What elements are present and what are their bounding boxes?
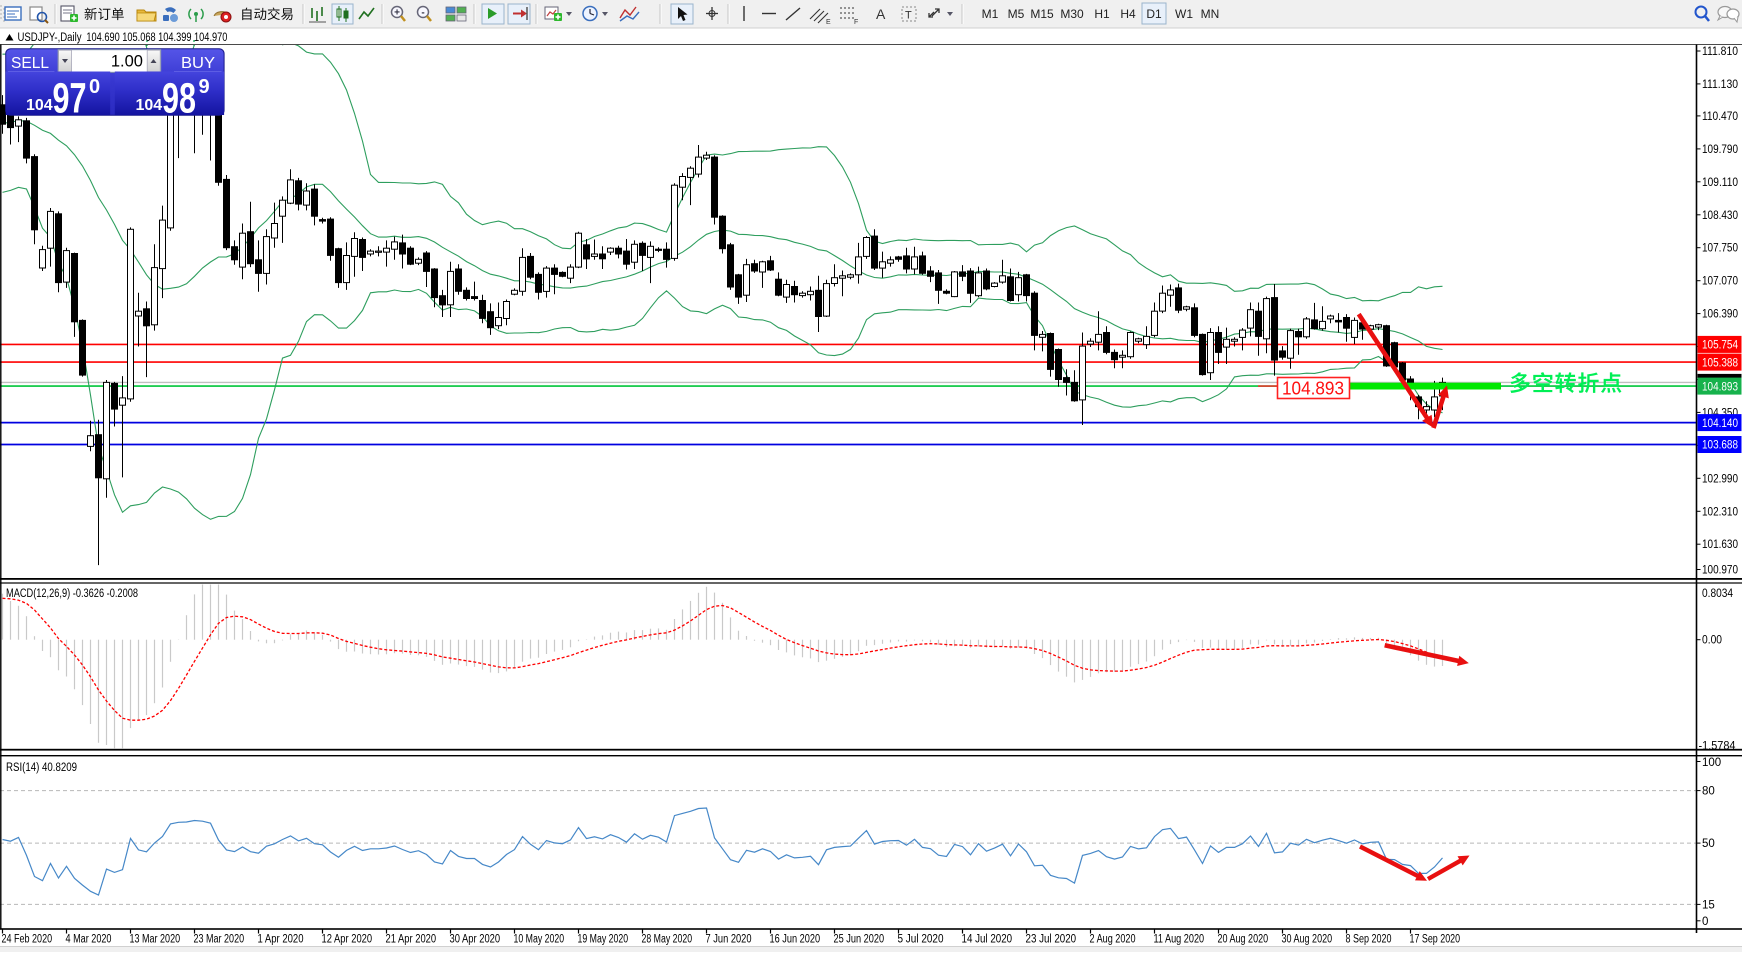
svg-text:105.388: 105.388 [1702,357,1738,369]
svg-text:A: A [876,6,886,22]
svg-text:110.470: 110.470 [1702,111,1738,123]
svg-text:7 Jun 2020: 7 Jun 2020 [706,934,752,946]
svg-text:111.810: 111.810 [1702,46,1738,58]
svg-text:103.688: 103.688 [1702,440,1738,452]
svg-text:15: 15 [1702,899,1715,911]
svg-text:100: 100 [1702,757,1721,769]
svg-text:+: + [394,8,400,19]
svg-text:RSI(14) 40.8209: RSI(14) 40.8209 [6,762,77,774]
svg-text:30 Aug 2020: 30 Aug 2020 [1282,934,1333,946]
svg-text:2 Aug 2020: 2 Aug 2020 [1090,934,1136,946]
svg-text:100.970: 100.970 [1702,565,1738,577]
svg-text:D1: D1 [1146,7,1162,21]
svg-text:0: 0 [1702,916,1708,928]
svg-text:97: 97 [53,75,87,123]
svg-text:107.070: 107.070 [1702,276,1738,288]
svg-text:M15: M15 [1030,7,1054,21]
svg-text:25 Jun 2020: 25 Jun 2020 [834,934,885,946]
svg-text:M1: M1 [982,7,999,21]
svg-text:1.00: 1.00 [111,53,143,71]
svg-text:8 Sep 2020: 8 Sep 2020 [1346,934,1392,946]
svg-text:M5: M5 [1008,7,1025,21]
svg-text:104.140: 104.140 [1702,418,1738,430]
svg-text:101.630: 101.630 [1702,539,1738,551]
svg-text:105.754: 105.754 [1702,340,1739,352]
svg-text:M30: M30 [1060,7,1084,21]
svg-text:BUY: BUY [181,55,215,72]
svg-text:104.893: 104.893 [1702,381,1738,393]
svg-text:23 Mar 2020: 23 Mar 2020 [194,934,245,946]
svg-text:102.310: 102.310 [1702,506,1738,518]
svg-text:0.8034: 0.8034 [1702,588,1734,600]
svg-text:H1: H1 [1094,7,1110,21]
svg-text:30 Apr 2020: 30 Apr 2020 [450,934,501,946]
svg-text:F: F [854,19,858,26]
svg-text:24 Feb 2020: 24 Feb 2020 [2,934,53,946]
svg-text:-1.5784: -1.5784 [1699,741,1737,753]
svg-text:MN: MN [1201,7,1220,21]
svg-text:16 Jun 2020: 16 Jun 2020 [770,934,821,946]
svg-text:9: 9 [199,76,210,98]
svg-text:H4: H4 [1120,7,1136,21]
svg-text:W1: W1 [1175,7,1193,21]
svg-text:T: T [905,10,912,22]
svg-text:SELL: SELL [11,55,49,72]
svg-text:10 May 2020: 10 May 2020 [514,934,565,946]
svg-text:104: 104 [26,97,53,114]
svg-text:19 May 2020: 19 May 2020 [578,934,629,946]
svg-text:20 Aug 2020: 20 Aug 2020 [1218,934,1269,946]
svg-text:1 Apr 2020: 1 Apr 2020 [258,934,304,946]
svg-text:12 Apr 2020: 12 Apr 2020 [322,934,373,946]
svg-text:50: 50 [1702,838,1715,850]
svg-text:104.690 105.068 104.399 104.97: 104.690 105.068 104.399 104.970 [86,32,227,44]
svg-text:21 Apr 2020: 21 Apr 2020 [386,934,437,946]
svg-text:MACD(12,26,9) -0.3626 -0.2008: MACD(12,26,9) -0.3626 -0.2008 [6,588,138,600]
svg-text:108.430: 108.430 [1702,210,1738,222]
svg-text:17 Sep 2020: 17 Sep 2020 [1410,934,1461,946]
svg-text:USDJPY-,Daily: USDJPY-,Daily [18,32,82,44]
svg-text:109.790: 109.790 [1702,144,1738,156]
svg-text:0: 0 [89,76,100,98]
svg-text:80: 80 [1702,786,1715,798]
svg-text:-: - [421,8,424,19]
svg-text:104.893: 104.893 [1282,378,1344,399]
svg-text:102.990: 102.990 [1702,473,1738,485]
svg-text:109.110: 109.110 [1702,177,1738,189]
svg-text:106.390: 106.390 [1702,309,1738,321]
svg-text:111.130: 111.130 [1702,79,1738,91]
svg-text:E: E [826,19,831,26]
svg-text:98: 98 [162,75,196,123]
svg-text:13 Mar 2020: 13 Mar 2020 [130,934,181,946]
svg-text:11 Aug 2020: 11 Aug 2020 [1154,934,1205,946]
svg-text:14 Jul 2020: 14 Jul 2020 [962,934,1013,946]
svg-text:107.750: 107.750 [1702,243,1738,255]
svg-text:28 May 2020: 28 May 2020 [642,934,693,946]
svg-text:23 Jul 2020: 23 Jul 2020 [1026,934,1077,946]
svg-text:5 Jul 2020: 5 Jul 2020 [898,934,944,946]
svg-text:4 Mar 2020: 4 Mar 2020 [66,934,112,946]
svg-text:104: 104 [136,97,163,114]
svg-text:0.00: 0.00 [1702,635,1722,647]
